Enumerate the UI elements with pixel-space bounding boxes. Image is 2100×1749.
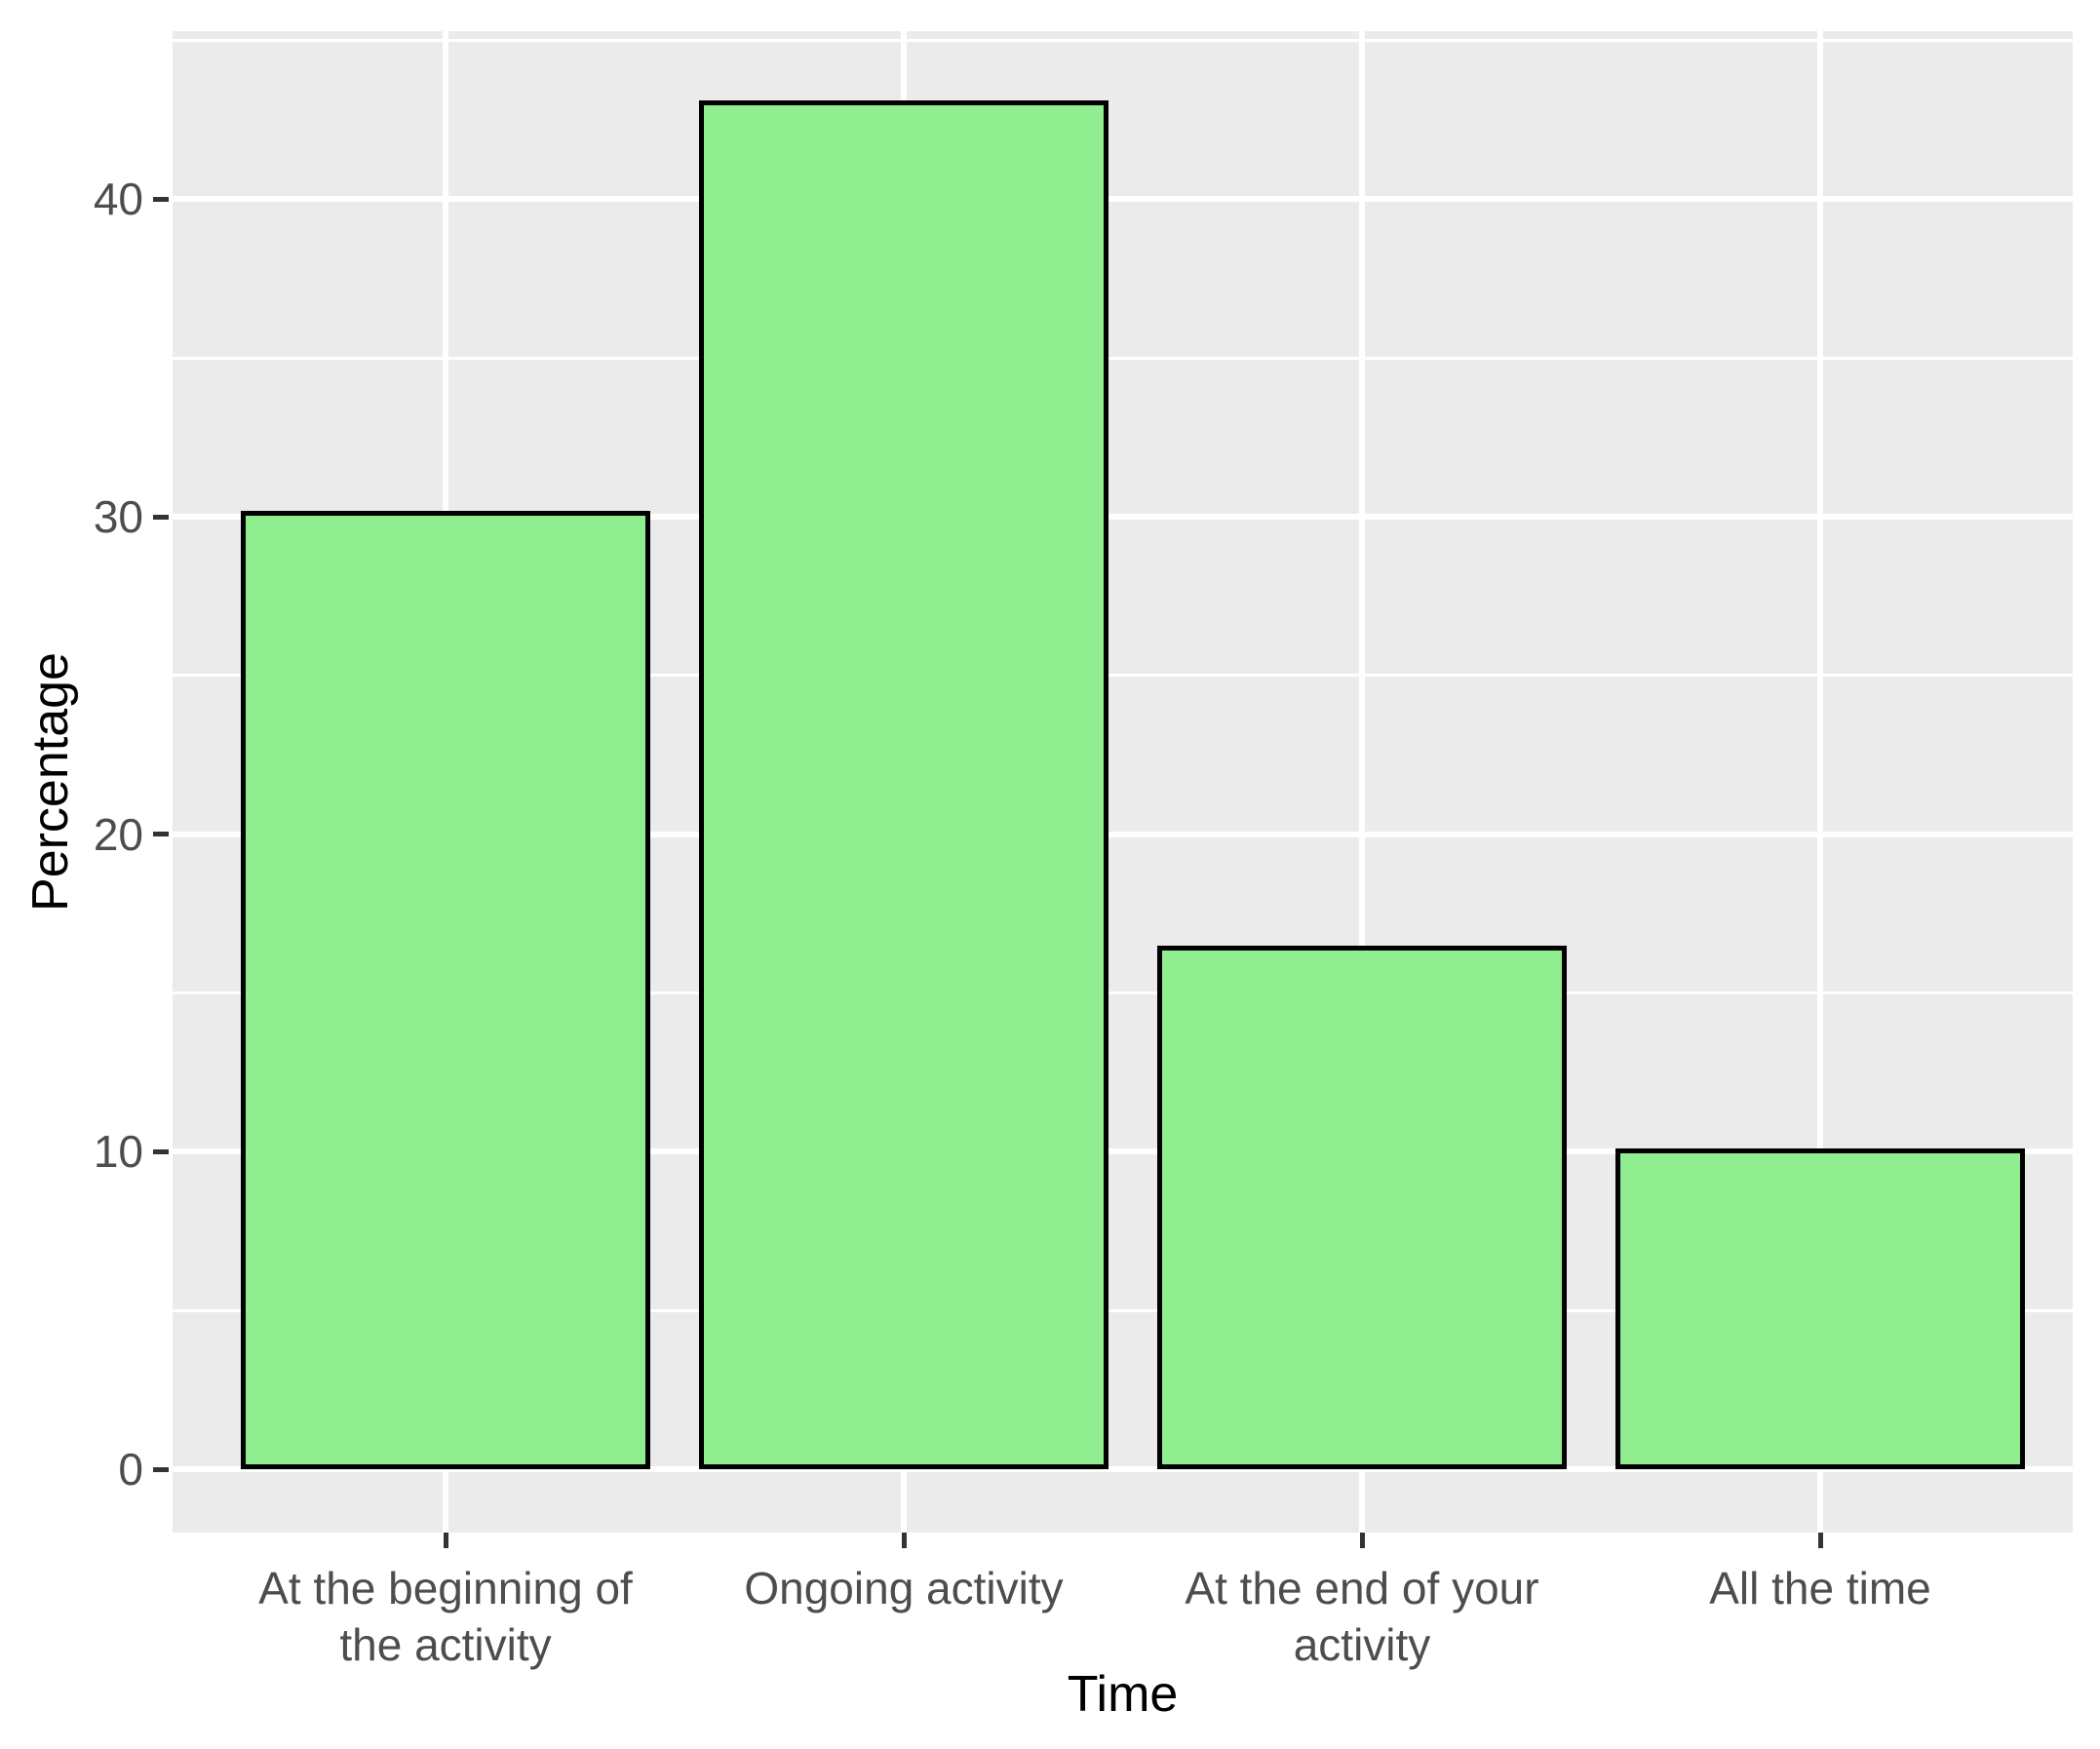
- y-tick-label: 0: [118, 1444, 143, 1495]
- y-gridline-major: [173, 514, 2073, 521]
- y-gridline-major: [173, 1148, 2073, 1155]
- x-axis-title: Time: [1067, 1666, 1179, 1723]
- x-gridline-major: [1817, 31, 1823, 1533]
- y-gridline-minor: [173, 674, 2073, 678]
- x-tick-label: At the beginning of the activity: [143, 1560, 748, 1673]
- y-tick-mark: [153, 1148, 169, 1154]
- x-tick-label-line: All the time: [1709, 1563, 1931, 1613]
- x-gridline-major: [1359, 31, 1365, 1533]
- x-tick-label: All the time: [1518, 1560, 2100, 1616]
- x-tick-mark: [901, 1533, 907, 1548]
- x-tick-label: Ongoing activity: [602, 1560, 1206, 1616]
- x-tick-mark: [1817, 1533, 1823, 1548]
- x-tick-label-line: At the end of your: [1185, 1563, 1539, 1613]
- y-tick-label: 10: [93, 1126, 143, 1178]
- y-tick-mark: [153, 1466, 169, 1472]
- x-tick-label-line: activity: [1293, 1619, 1431, 1670]
- bar-2: [699, 100, 1108, 1469]
- y-gridline-major: [173, 1466, 2073, 1472]
- y-gridline-major: [173, 831, 2073, 837]
- y-gridline-minor: [173, 991, 2073, 995]
- x-tick-mark: [1359, 1533, 1365, 1548]
- y-gridline-minor: [173, 356, 2073, 360]
- bar-3: [1157, 945, 1567, 1469]
- bar-4: [1615, 1148, 2025, 1469]
- x-tick-label-line: Ongoing activity: [744, 1563, 1064, 1613]
- plot-panel: [173, 31, 2073, 1533]
- y-gridline-minor: [173, 39, 2073, 43]
- x-tick-label-line: the activity: [339, 1619, 552, 1670]
- y-axis-title: Percentage: [22, 652, 79, 912]
- bar-1: [241, 510, 650, 1469]
- x-tick-mark: [443, 1533, 448, 1548]
- x-tick-label: At the end of your activity: [1060, 1560, 1664, 1673]
- y-tick-label: 20: [93, 808, 143, 860]
- x-tick-label-line: At the beginning of: [258, 1563, 633, 1613]
- y-tick-label: 40: [93, 174, 143, 225]
- y-tick-label: 30: [93, 491, 143, 543]
- y-tick-mark: [153, 196, 169, 202]
- y-tick-mark: [153, 832, 169, 837]
- y-gridline-minor: [173, 1308, 2073, 1312]
- y-gridline-major: [173, 196, 2073, 203]
- y-tick-mark: [153, 514, 169, 520]
